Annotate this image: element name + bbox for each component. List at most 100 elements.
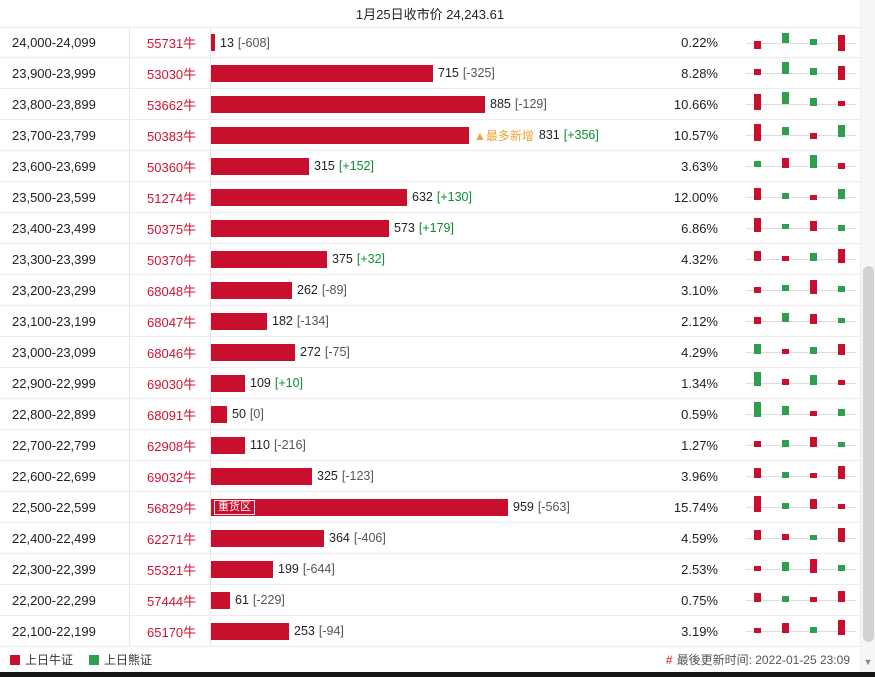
volume-change: [-134]	[296, 314, 329, 328]
candle-bar	[754, 124, 761, 141]
candle-bar	[838, 34, 845, 51]
mini-candle-chart	[746, 338, 856, 366]
table-row: 22,700-22,799 62908牛 110 [-216] 1.27%	[0, 430, 860, 461]
warrant-code[interactable]: 62271牛	[130, 523, 211, 553]
mini-candle-chart	[746, 245, 856, 273]
volume-value: 375	[332, 252, 353, 266]
most-new-annotation: ▲最多新增	[474, 128, 534, 143]
candle-bar	[838, 504, 845, 509]
warrant-code[interactable]: 50370牛	[130, 244, 211, 274]
volume-bar-cell: 253 [-94]	[211, 622, 622, 640]
warrant-code[interactable]: 50375牛	[130, 213, 211, 243]
candle-bar	[754, 69, 761, 75]
candle-bar	[782, 127, 789, 135]
percentage: 12.00%	[673, 189, 718, 205]
warrant-code[interactable]: 55321牛	[130, 554, 211, 584]
candle-bar	[754, 496, 761, 512]
warrant-code[interactable]: 50360牛	[130, 151, 211, 181]
warrant-code[interactable]: 53662牛	[130, 89, 211, 119]
mini-candle-chart	[746, 369, 856, 397]
table-row: 23,000-23,099 68046牛 272 [-75] 4.29%	[0, 337, 860, 368]
volume-change: [+10]	[274, 376, 304, 390]
candle-cell	[732, 368, 860, 398]
price-range: 23,000-23,099	[0, 337, 130, 367]
candle-bar	[754, 94, 761, 110]
volume-change: [+179]	[418, 221, 454, 235]
volume-bar-cell: 110 [-216]	[211, 436, 622, 454]
percentage: 15.74%	[673, 499, 718, 515]
price-range: 23,500-23,599	[0, 182, 130, 212]
candle-bar	[838, 442, 845, 447]
price-range: 23,200-23,299	[0, 275, 130, 305]
volume-value: 959	[513, 500, 534, 514]
candle-cell	[732, 492, 860, 522]
candle-bar	[838, 286, 845, 292]
candle-bar	[838, 591, 845, 602]
mini-candle-chart	[746, 400, 856, 428]
warrant-code[interactable]: 68047牛	[130, 306, 211, 336]
scroll-down-arrow-icon[interactable]: ▼	[863, 657, 873, 667]
table-row: 22,100-22,199 65170牛 253 [-94] 3.19%	[0, 616, 860, 647]
warrant-code[interactable]: 56829牛	[130, 492, 211, 522]
warrant-code[interactable]: 65170牛	[130, 616, 211, 646]
hash-icon: #	[665, 653, 673, 667]
volume-bar	[211, 343, 295, 361]
bull-swatch-icon	[10, 654, 20, 665]
table-row: 23,800-23,899 53662牛 885 [-129] 10.66%	[0, 89, 860, 120]
candle-bar	[810, 535, 817, 540]
warrant-code[interactable]: 53030牛	[130, 58, 211, 88]
volume-change: [-129]	[514, 97, 547, 111]
volume-value: 61	[235, 593, 249, 607]
content: 1月25日收市价 24,243.61 24,000-24,099 55731牛 …	[0, 7, 860, 672]
candle-bar	[782, 596, 789, 602]
percentage: 4.32%	[681, 251, 718, 267]
candle-bar	[754, 218, 761, 232]
candle-bar	[754, 317, 761, 324]
volume-bar-cell: 573 [+179]	[211, 219, 622, 237]
footer: 上日牛证 上日熊证 # 最後更新时间: 2022-01-25 23:09	[0, 647, 860, 672]
warrant-code[interactable]: 68048牛	[130, 275, 211, 305]
candle-bar	[810, 627, 817, 633]
warrant-code[interactable]: 51274牛	[130, 182, 211, 212]
candle-bar	[754, 468, 761, 478]
volume-bar	[211, 281, 292, 299]
warrant-code[interactable]: 68091牛	[130, 399, 211, 429]
mini-candle-chart	[746, 462, 856, 490]
volume-change: [-123]	[341, 469, 374, 483]
warrant-code[interactable]: 69032牛	[130, 461, 211, 491]
candle-bar	[754, 161, 761, 167]
volume-value: 262	[297, 283, 318, 297]
table-row: 22,400-22,499 62271牛 364 [-406] 4.59%	[0, 523, 860, 554]
price-range: 23,100-23,199	[0, 306, 130, 336]
mini-candle-chart	[746, 90, 856, 118]
volume-bar	[211, 34, 215, 51]
warrant-code[interactable]: 55731牛	[130, 28, 211, 57]
table-row: 22,200-22,299 57444牛 61 [-229] 0.75%	[0, 585, 860, 616]
mini-candle-chart	[746, 431, 856, 459]
candle-bar	[782, 256, 789, 261]
warrant-code[interactable]: 68046牛	[130, 337, 211, 367]
candle-bar	[754, 593, 761, 602]
scrollbar[interactable]: ▼	[860, 0, 875, 672]
mini-candle-chart	[746, 617, 856, 645]
table-row: 22,800-22,899 68091牛 50 [0] 0.59%	[0, 399, 860, 430]
candle-bar	[810, 253, 817, 261]
percentage: 4.59%	[681, 530, 718, 546]
warrant-code[interactable]: 57444牛	[130, 585, 211, 615]
candle-cell	[732, 89, 860, 119]
volume-bar-cell: 199 [-644]	[211, 560, 622, 578]
table-row: 23,100-23,199 68047牛 182 [-134] 2.12%	[0, 306, 860, 337]
warrant-code[interactable]: 62908牛	[130, 430, 211, 460]
candle-cell	[732, 616, 860, 646]
price-range: 22,300-22,399	[0, 554, 130, 584]
price-range: 22,600-22,699	[0, 461, 130, 491]
mini-candle-chart	[746, 307, 856, 335]
volume-bar-cell: 375 [+32]	[211, 250, 622, 268]
warrant-code[interactable]: 69030牛	[130, 368, 211, 398]
table-row: 23,500-23,599 51274牛 632 [+130] 12.00%	[0, 182, 860, 213]
warrant-code[interactable]: 50383牛	[130, 120, 211, 150]
candle-bar	[810, 133, 817, 139]
scrollbar-thumb[interactable]	[863, 266, 874, 642]
candle-bar	[838, 565, 845, 571]
volume-change: [0]	[249, 407, 264, 421]
